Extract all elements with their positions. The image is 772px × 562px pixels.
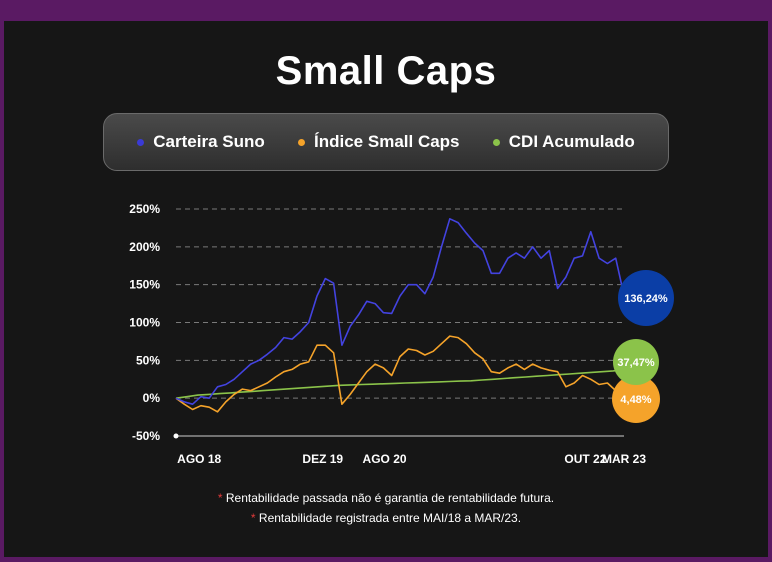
disclaimer-text-1: Rentabilidade passada não é garantia de … [225,491,555,505]
disclaimer-line-1: * Rentabilidade passada não é garantia d… [4,491,768,505]
y-tick-label: 250% [129,202,160,216]
y-tick-label: 0% [143,391,161,405]
disclaimer-text-2: Rentabilidade registrada entre MAI/18 a … [258,511,522,525]
disclaimer-marker-2: * [250,511,256,525]
legend-item-carteira-suno: Carteira Suno [137,132,265,152]
chart-title: Small Caps [275,49,497,93]
x-tick-label: AGO 20 [363,452,407,466]
y-tick-label: -50% [132,429,160,443]
x-tick-label: AGO 18 [177,452,221,466]
y-tick-label: 100% [129,316,160,330]
legend-item-indice-small-caps: Índice Small Caps [298,132,460,152]
end-value-label-indice-small-caps: 4,48% [620,394,651,406]
x-tick-label: MAR 23 [602,452,646,466]
x-tick-label: DEZ 19 [302,452,343,466]
legend-box: Carteira Suno Índice Small Caps CDI Acum… [103,113,669,171]
end-value-label-carteira-suno: 136,24% [624,293,668,305]
legend-label-cdi-acumulado: CDI Acumulado [508,132,635,151]
line-chart: 250% 200% 150% 100% 50% 0% -50% AGO 18 DEZ 19 AGO… [129,202,674,466]
end-value-badge-carteira-suno [618,270,674,326]
legend-dot-cdi-acumulado [492,138,500,146]
series-line-cdi-acumulado [175,369,625,399]
legend-label-carteira-suno: Carteira Suno [153,132,265,151]
end-value-label-cdi-acumulado: 37,47% [617,357,655,369]
x-axis-origin-dot [173,433,179,439]
legend-dot-carteira-suno [137,138,145,146]
legend-label-indice-small-caps: Índice Small Caps [314,132,460,151]
series-line-carteira-suno [175,218,625,405]
y-tick-label: 150% [129,278,160,292]
y-tick-label: 200% [129,240,160,254]
end-value-badge-cdi-acumulado [613,339,659,385]
y-tick-label: 50% [136,353,160,367]
legend-dot-indice-small-caps [298,138,306,146]
chart-card: Small Caps Carteira Suno Índice Small Ca… [4,21,768,557]
x-tick-label: OUT 22 [564,452,606,466]
end-value-badge-indice-small-caps [612,375,660,423]
disclaimer-marker-1: * [217,491,223,505]
legend-item-cdi-acumulado: CDI Acumulado [492,132,635,152]
disclaimer-line-2: * Rentabilidade registrada entre MAI/18 … [4,511,768,525]
series-line-indice-small-caps [175,335,625,413]
